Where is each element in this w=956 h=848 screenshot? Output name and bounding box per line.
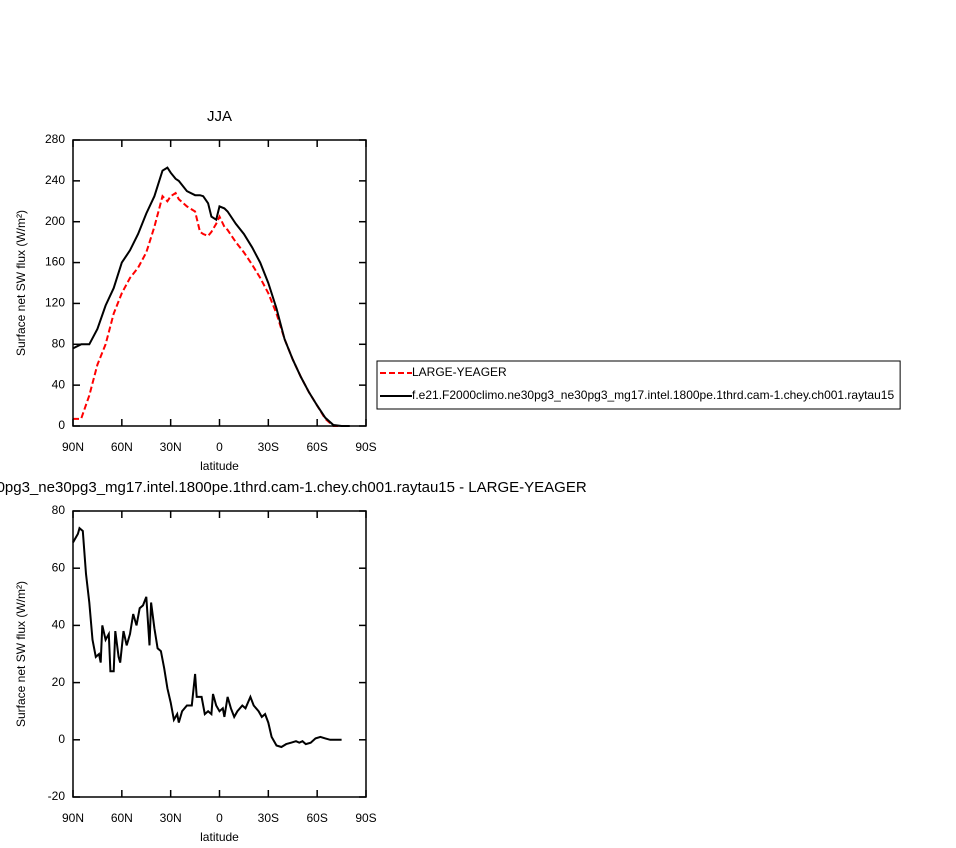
x-tick-label: 0 [216,440,223,454]
y-tick-label: 200 [45,214,65,228]
legend-label: f.e21.F2000climo.ne30pg3_ne30pg3_mg17.in… [412,388,894,402]
x-tick-label: 60N [111,811,133,825]
x-tick-label: 60S [306,811,327,825]
y-tick-label: 40 [52,618,66,632]
y-tick-label: 60 [52,560,66,574]
y-tick-label: 80 [52,503,66,517]
y-tick-label: 160 [45,255,65,269]
y-tick-label: -20 [48,789,66,803]
y-axis-title: Surface net SW flux (W/m²) [14,581,28,727]
plot-frame [72,510,367,798]
x-tick-label: 90N [62,811,84,825]
chart-title: f.e21.F2000climo.ne30pg3_ne30pg3_mg17.in… [0,479,587,496]
x-tick-label: 30N [160,811,182,825]
x-tick-label: 90N [62,440,84,454]
y-axis-title: Surface net SW flux (W/m²) [14,210,28,356]
y-tick-label: 240 [45,173,65,187]
y-tick-label: 0 [58,418,65,432]
x-tick-label: 30N [160,440,182,454]
x-tick-label: 60S [306,440,327,454]
chart-title: JJA [207,108,232,125]
x-tick-label: 30S [258,440,279,454]
x-tick-label: 30S [258,811,279,825]
x-axis-title: latitude [200,830,239,844]
x-tick-label: 90S [355,440,376,454]
y-tick-label: 80 [52,336,66,350]
x-tick-label: 0 [216,811,223,825]
legend-frame [376,360,901,410]
y-tick-label: 40 [52,377,66,391]
x-tick-label: 60N [111,440,133,454]
data-line [72,526,342,749]
y-tick-label: 20 [52,675,66,689]
y-tick-label: 280 [45,132,65,146]
y-tick-label: 120 [45,296,65,310]
x-tick-label: 90S [355,811,376,825]
y-tick-label: 0 [58,732,65,746]
data-line [72,166,350,427]
plot-frame [72,139,367,427]
x-axis-title: latitude [200,459,239,473]
legend-label: LARGE-YEAGER [412,365,507,379]
